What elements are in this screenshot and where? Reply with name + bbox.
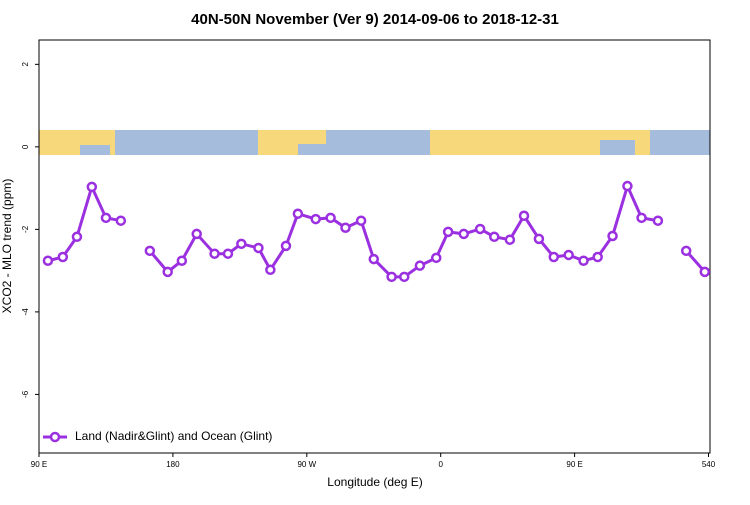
point [622, 180, 633, 192]
x-tick-label: 90 E [566, 460, 582, 469]
y-tick-label: -2 [21, 225, 30, 233]
point [265, 264, 276, 276]
point [548, 251, 560, 263]
point [162, 266, 173, 278]
y-tick-label: -4 [21, 308, 30, 316]
point [518, 210, 530, 222]
point [325, 212, 336, 224]
point [699, 266, 711, 278]
legend-label: Land (Nadir&Glint) and Ocean (Glint) [75, 429, 272, 443]
point [533, 233, 545, 245]
point [292, 208, 304, 219]
x-tick-label: 180 [166, 460, 180, 469]
point [430, 252, 442, 264]
point [414, 260, 426, 271]
point [489, 231, 500, 243]
point [71, 231, 83, 243]
point [578, 255, 589, 266]
point [191, 228, 202, 240]
legend-marker [49, 431, 61, 443]
point [399, 271, 410, 283]
point [340, 222, 351, 233]
chart-title: 40N-50N November (Ver 9) 2014-09-06 to 2… [191, 11, 559, 28]
plot-frame [38, 39, 711, 454]
point [504, 234, 516, 245]
point [636, 212, 647, 224]
point [86, 181, 98, 193]
point [592, 251, 603, 263]
x-tick-label: 90 W [297, 460, 316, 469]
point [355, 215, 367, 226]
point [563, 249, 574, 261]
point [474, 223, 486, 235]
point [386, 271, 397, 283]
point [57, 251, 69, 263]
point [42, 255, 54, 266]
x-tick-label: 90 E [31, 460, 47, 469]
point [652, 215, 664, 226]
y-tick-label: 0 [21, 144, 30, 149]
point [310, 213, 321, 225]
point [222, 248, 234, 259]
x-tick-label: 540 [702, 460, 716, 469]
point [115, 215, 127, 226]
y-tick-label: 2 [21, 62, 30, 67]
point [368, 253, 380, 265]
x-tick-label: 0 [438, 460, 443, 469]
x-axis-label: Longitude (deg E) [327, 475, 422, 489]
point [100, 212, 112, 224]
point [458, 228, 470, 240]
y-tick-label: -6 [21, 390, 30, 398]
point [253, 242, 264, 254]
point [236, 238, 247, 250]
point [209, 248, 220, 259]
map-band [39, 130, 710, 155]
point [280, 240, 292, 252]
point [607, 230, 618, 242]
point [680, 245, 692, 257]
point [176, 255, 188, 266]
y-axis-label: XCO2 - MLO trend (ppm) [0, 179, 14, 314]
point [442, 226, 454, 238]
point [144, 245, 156, 257]
